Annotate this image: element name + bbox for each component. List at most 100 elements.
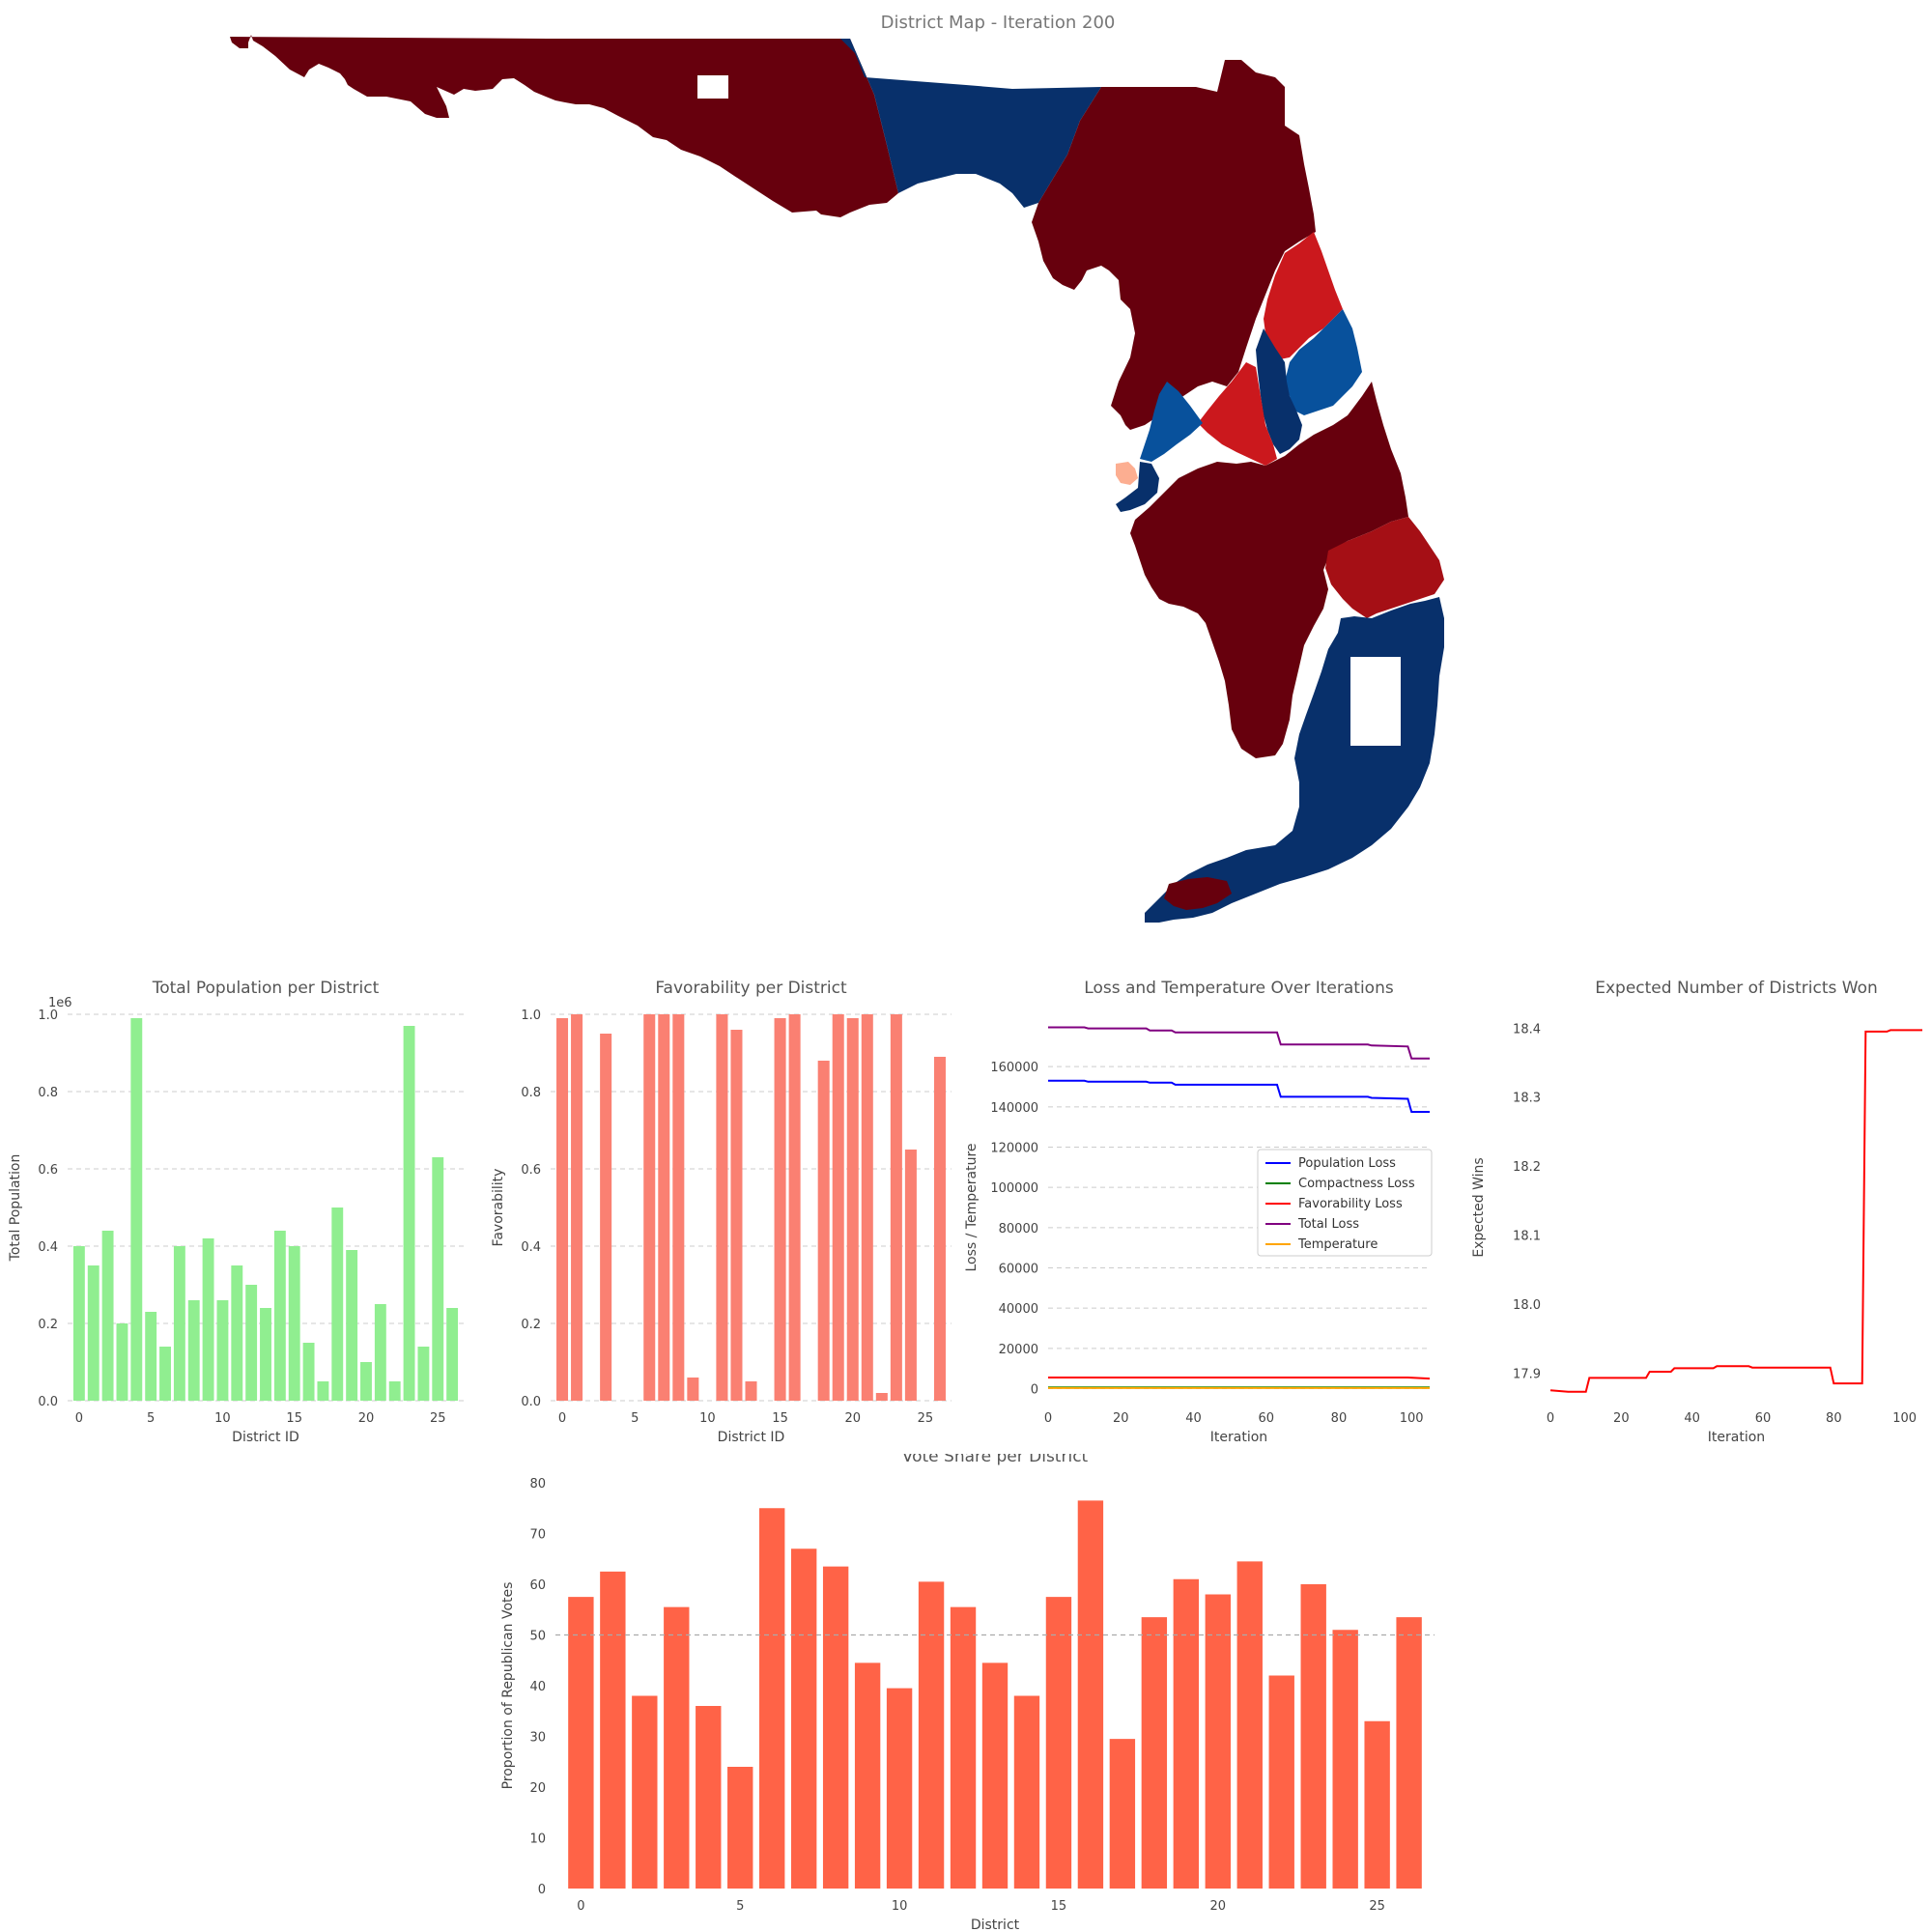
bar bbox=[664, 1606, 690, 1889]
bar bbox=[950, 1606, 977, 1889]
x-tick-label: 20 bbox=[1210, 1899, 1227, 1914]
y-tick-label: 60 bbox=[529, 1578, 546, 1593]
bar bbox=[202, 1238, 214, 1401]
x-tick-label: 0 bbox=[558, 1411, 566, 1426]
chart-title: Total Population per District bbox=[152, 979, 380, 998]
bar bbox=[331, 1208, 344, 1401]
favorability-chart: Favorability per District District ID Favo… bbox=[491, 979, 952, 1445]
x-tick-label: 0 bbox=[1547, 1411, 1554, 1426]
bar bbox=[145, 1312, 157, 1401]
y-tick-label: 80000 bbox=[999, 1222, 1038, 1236]
bar bbox=[1077, 1500, 1104, 1889]
bar bbox=[600, 1571, 626, 1889]
bar bbox=[568, 1597, 594, 1889]
bar bbox=[374, 1304, 386, 1401]
y-tick-label: 10 bbox=[529, 1833, 546, 1847]
y-tick-label: 17.9 bbox=[1513, 1367, 1541, 1381]
bar bbox=[556, 1018, 569, 1401]
y-tick-label: 20000 bbox=[999, 1343, 1038, 1357]
district-tampa-blue bbox=[1140, 382, 1203, 462]
bar bbox=[822, 1566, 849, 1889]
bar bbox=[846, 1018, 859, 1401]
legend-label: Population Loss bbox=[1298, 1156, 1396, 1171]
bar bbox=[159, 1347, 171, 1401]
bar bbox=[981, 1662, 1009, 1889]
bar bbox=[730, 1030, 743, 1401]
y-tick-label: 70 bbox=[529, 1528, 546, 1543]
population-chart: Total Population per District District ID… bbox=[8, 979, 464, 1445]
bar bbox=[72, 1246, 85, 1401]
y-tick-label: 160000 bbox=[990, 1061, 1038, 1075]
bar bbox=[643, 1014, 656, 1401]
x-tick-label: 15 bbox=[1051, 1899, 1067, 1914]
y-tick-label: 80 bbox=[529, 1477, 546, 1492]
y-axis-label: Expected Wins bbox=[1471, 1157, 1487, 1257]
y-tick-label: 120000 bbox=[990, 1142, 1038, 1156]
bar bbox=[388, 1381, 401, 1401]
district-panhandle-west bbox=[230, 35, 898, 217]
x-tick-label: 0 bbox=[577, 1899, 584, 1914]
x-tick-label: 60 bbox=[1755, 1411, 1772, 1426]
legend-label: Total Loss bbox=[1297, 1217, 1359, 1232]
bar bbox=[886, 1688, 913, 1889]
district-map: District Map - Iteration 200 bbox=[230, 13, 1444, 923]
bar bbox=[696, 1706, 722, 1889]
x-tick-label: 20 bbox=[1113, 1411, 1129, 1426]
map-gap-panhandle bbox=[697, 75, 728, 99]
bar bbox=[854, 1662, 881, 1889]
y-axis-label: Loss / Temperature bbox=[964, 1143, 980, 1271]
x-axis-label: District bbox=[971, 1918, 1020, 1932]
series-line bbox=[1048, 1026, 1430, 1060]
y-tick-label: 0.8 bbox=[38, 1086, 58, 1100]
y-tick-label: 0.2 bbox=[521, 1318, 541, 1332]
map-title: District Map - Iteration 200 bbox=[881, 13, 1116, 33]
y-tick-label: 0 bbox=[1031, 1383, 1038, 1398]
y-tick-label: 18.4 bbox=[1513, 1022, 1541, 1037]
district-southeast-red bbox=[1325, 517, 1444, 618]
district-keys-red bbox=[1164, 877, 1232, 910]
bar bbox=[1109, 1739, 1136, 1889]
bar bbox=[87, 1265, 99, 1401]
x-tick-label: 0 bbox=[1044, 1411, 1052, 1426]
x-tick-label: 80 bbox=[1331, 1411, 1348, 1426]
bar bbox=[1300, 1584, 1326, 1889]
bar bbox=[672, 1014, 685, 1401]
y-tick-label: 0 bbox=[538, 1883, 546, 1897]
y-tick-label: 50 bbox=[529, 1630, 546, 1644]
bar bbox=[187, 1300, 200, 1401]
bar bbox=[727, 1767, 753, 1889]
bar bbox=[432, 1157, 444, 1401]
y-axis-label: Proportion of Republican Votes bbox=[500, 1582, 516, 1790]
expected-wins-chart: Expected Number of Districts Won Iteratio… bbox=[1471, 979, 1922, 1445]
legend-label: Temperature bbox=[1297, 1237, 1378, 1252]
bar bbox=[759, 1508, 785, 1889]
lake-okeechobee bbox=[1350, 657, 1401, 746]
bar bbox=[446, 1308, 459, 1401]
bar bbox=[1045, 1597, 1072, 1889]
bar bbox=[918, 1581, 945, 1889]
y-tick-label: 0.0 bbox=[521, 1395, 541, 1409]
y-tick-label: 1.0 bbox=[521, 1009, 541, 1023]
x-tick-label: 100 bbox=[1892, 1411, 1917, 1426]
bar bbox=[130, 1018, 143, 1401]
bar bbox=[875, 1393, 888, 1401]
bar bbox=[360, 1362, 372, 1401]
bar bbox=[101, 1231, 114, 1401]
x-tick-label: 20 bbox=[358, 1411, 375, 1426]
x-axis-label: Iteration bbox=[1708, 1430, 1765, 1445]
y-tick-label: 18.2 bbox=[1513, 1160, 1541, 1175]
y-tick-label: 140000 bbox=[990, 1101, 1038, 1116]
legend-label: Favorability Loss bbox=[1298, 1197, 1403, 1211]
x-tick-label: 10 bbox=[214, 1411, 231, 1426]
bar bbox=[861, 1014, 873, 1401]
bar bbox=[1268, 1675, 1294, 1889]
x-tick-label: 25 bbox=[918, 1411, 934, 1426]
x-tick-label: 25 bbox=[1369, 1899, 1385, 1914]
bar bbox=[403, 1026, 415, 1401]
bar bbox=[288, 1246, 300, 1401]
bar bbox=[745, 1381, 757, 1401]
bar bbox=[173, 1246, 185, 1401]
bar bbox=[890, 1014, 902, 1401]
bar bbox=[774, 1018, 786, 1401]
district-central-red bbox=[1198, 362, 1277, 466]
